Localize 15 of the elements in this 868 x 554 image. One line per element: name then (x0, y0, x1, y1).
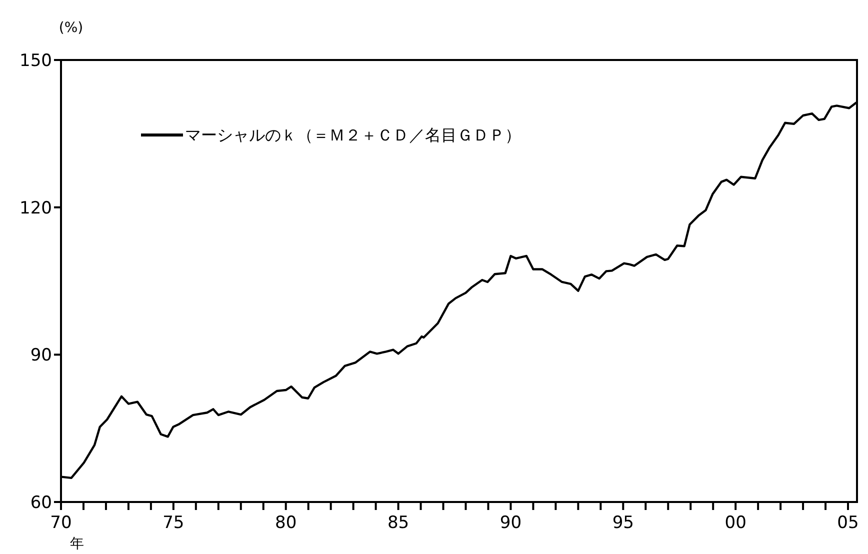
y-tick-label: 150 (20, 50, 52, 71)
y-tick-label: 120 (20, 198, 52, 218)
y-axis-title: (%) (58, 20, 84, 36)
y-tick-label: 90 (30, 346, 52, 366)
x-tick-label: 05 (837, 513, 859, 533)
y-tick-label: 60 (30, 492, 52, 513)
x-tick-label: 95 (612, 513, 634, 533)
x-axis-title: 年 (70, 536, 84, 552)
x-tick-label: 90 (500, 513, 522, 533)
x-tick-label: 70 (50, 513, 72, 533)
x-tick-label: 85 (387, 513, 410, 533)
x-tick-label: 80 (275, 513, 297, 533)
legend-label: マーシャルのｋ（＝Ｍ２＋ＣＤ／名目ＧＤＰ） (185, 126, 521, 145)
x-tick-label: 75 (162, 513, 184, 533)
x-tick-label: 00 (724, 513, 746, 533)
